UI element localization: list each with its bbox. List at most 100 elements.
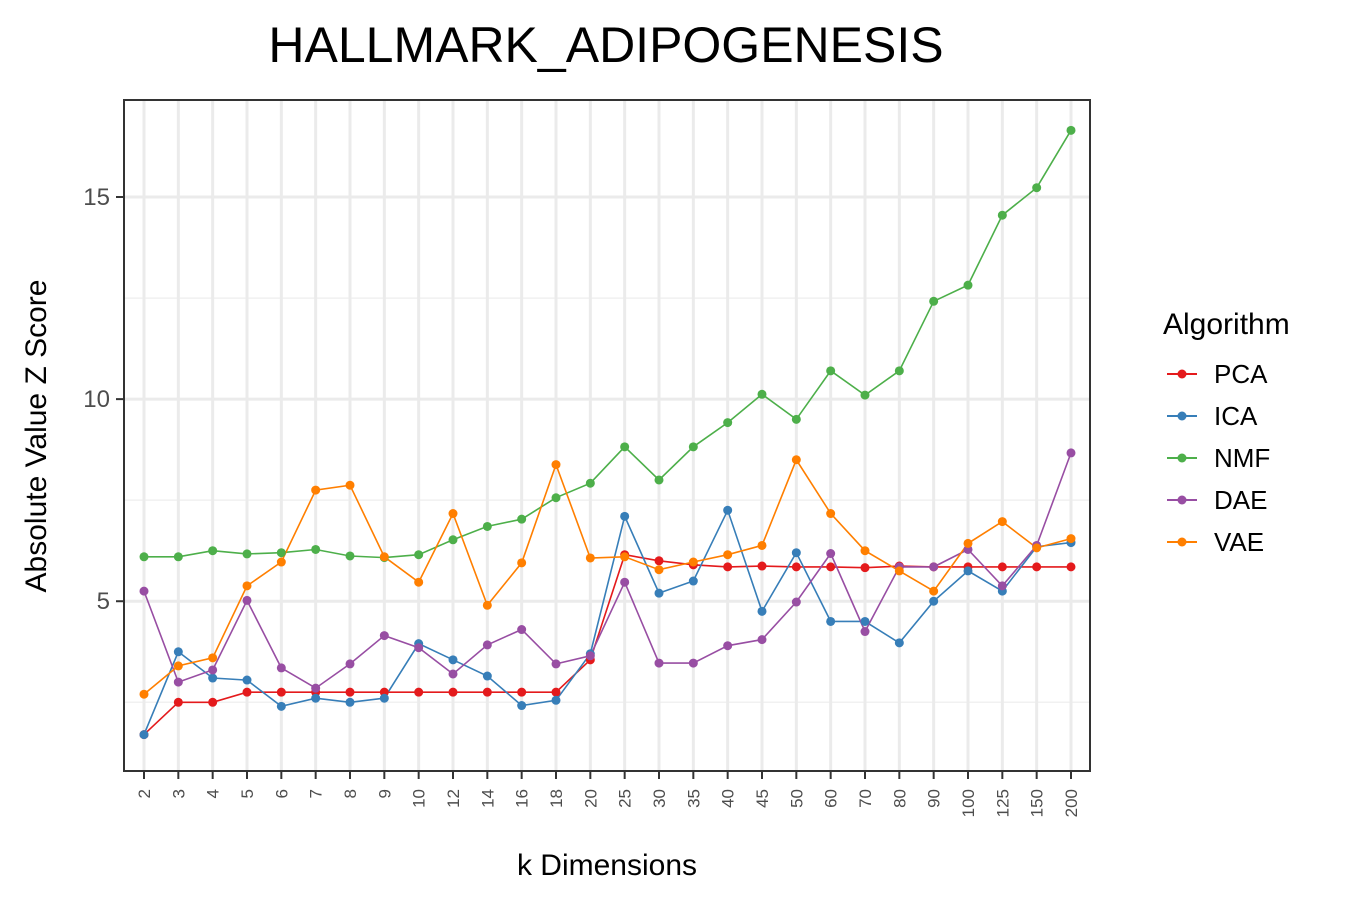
data-point-nmf bbox=[482, 521, 492, 531]
x-tick-label: 10 bbox=[410, 789, 429, 808]
data-point-vae bbox=[1032, 543, 1042, 553]
data-point-ica bbox=[551, 695, 561, 705]
data-point-dae bbox=[826, 549, 836, 559]
x-tick-label: 18 bbox=[547, 789, 566, 808]
data-point-nmf bbox=[311, 544, 321, 554]
data-point-nmf bbox=[585, 478, 595, 488]
data-point-dae bbox=[139, 586, 149, 596]
x-tick-label: 125 bbox=[993, 789, 1012, 817]
data-point-pca bbox=[242, 687, 252, 697]
data-point-dae bbox=[242, 595, 252, 605]
x-tick-label: 200 bbox=[1062, 789, 1081, 817]
data-point-nmf bbox=[826, 366, 836, 376]
data-point-pca bbox=[517, 687, 527, 697]
data-point-nmf bbox=[894, 366, 904, 376]
data-point-vae bbox=[894, 566, 904, 576]
x-tick-label: 16 bbox=[513, 789, 532, 808]
data-point-pca bbox=[826, 562, 836, 572]
data-point-ica bbox=[345, 697, 355, 707]
data-point-nmf bbox=[551, 493, 561, 503]
legend-label-pca: PCA bbox=[1214, 359, 1268, 389]
series-line-vae bbox=[143, 458, 1072, 695]
data-point-vae bbox=[585, 553, 595, 563]
x-tick-label: 45 bbox=[753, 789, 772, 808]
data-point-ica bbox=[173, 647, 183, 657]
data-point-dae bbox=[585, 651, 595, 661]
legend-label-nmf: NMF bbox=[1214, 443, 1270, 473]
y-axis-title: Absolute Value Z Score bbox=[20, 280, 53, 593]
data-point-dae bbox=[414, 643, 424, 653]
data-point-ica bbox=[208, 673, 218, 683]
data-point-vae bbox=[517, 558, 527, 568]
series-line-dae bbox=[143, 452, 1072, 690]
x-tick-label: 25 bbox=[616, 789, 635, 808]
data-point-vae bbox=[997, 517, 1007, 527]
data-point-ica bbox=[139, 730, 149, 740]
data-point-vae bbox=[208, 653, 218, 663]
chart-title: HALLMARK_ADIPOGENESIS bbox=[268, 17, 943, 73]
data-point-pca bbox=[551, 687, 561, 697]
data-point-ica bbox=[242, 675, 252, 685]
x-tick-label: 35 bbox=[684, 789, 703, 808]
data-point-ica bbox=[379, 693, 389, 703]
data-point-nmf bbox=[448, 535, 458, 545]
data-point-pca bbox=[208, 697, 218, 707]
legend-key-point bbox=[1177, 495, 1187, 505]
data-point-vae bbox=[173, 661, 183, 671]
data-point-nmf bbox=[139, 552, 149, 562]
data-point-dae bbox=[723, 641, 733, 651]
data-point-dae bbox=[208, 665, 218, 675]
data-point-vae bbox=[963, 538, 973, 548]
x-axis-title: k Dimensions bbox=[517, 849, 697, 882]
data-point-pca bbox=[173, 697, 183, 707]
x-tick-label: 5 bbox=[238, 789, 257, 798]
x-tick-label: 90 bbox=[925, 789, 944, 808]
data-point-pca bbox=[860, 563, 870, 573]
data-point-vae bbox=[757, 540, 767, 550]
x-tick-label: 8 bbox=[341, 789, 360, 798]
data-point-pca bbox=[1032, 562, 1042, 572]
data-point-vae bbox=[723, 550, 733, 560]
x-tick-label: 12 bbox=[444, 789, 463, 808]
data-point-nmf bbox=[929, 296, 939, 306]
data-point-nmf bbox=[276, 548, 286, 558]
data-point-ica bbox=[894, 638, 904, 648]
data-point-nmf bbox=[723, 418, 733, 428]
data-point-vae bbox=[242, 581, 252, 591]
x-tick-label: 100 bbox=[959, 789, 978, 817]
data-point-vae bbox=[311, 485, 321, 495]
data-point-vae bbox=[826, 509, 836, 519]
data-point-dae bbox=[448, 669, 458, 679]
data-point-dae bbox=[379, 631, 389, 641]
data-point-vae bbox=[139, 689, 149, 699]
x-tick-label: 3 bbox=[169, 789, 188, 798]
data-point-dae bbox=[929, 562, 939, 572]
data-point-dae bbox=[620, 577, 630, 587]
series-line-ica bbox=[143, 508, 1072, 735]
x-tick-label: 9 bbox=[375, 789, 394, 798]
x-tick-label: 20 bbox=[581, 789, 600, 808]
x-tick-label: 30 bbox=[650, 789, 669, 808]
data-point-ica bbox=[757, 606, 767, 616]
data-point-pca bbox=[654, 556, 664, 566]
data-point-vae bbox=[1066, 534, 1076, 544]
legend-key-point bbox=[1177, 411, 1187, 421]
data-point-nmf bbox=[242, 549, 252, 559]
x-tick-label: 14 bbox=[478, 789, 497, 808]
x-tick-label: 150 bbox=[1028, 789, 1047, 817]
legend-key-point bbox=[1177, 453, 1187, 463]
data-point-vae bbox=[276, 557, 286, 567]
data-point-pca bbox=[482, 687, 492, 697]
data-point-nmf bbox=[414, 550, 424, 560]
plot-border bbox=[123, 99, 1091, 772]
x-tick-label: 70 bbox=[856, 789, 875, 808]
x-tick-label: 2 bbox=[135, 789, 154, 798]
data-point-ica bbox=[654, 588, 664, 598]
data-point-pca bbox=[757, 561, 767, 571]
legend: Algorithm PCA ICA NMF DAE VAE bbox=[1163, 308, 1290, 557]
data-point-pca bbox=[723, 562, 733, 572]
x-tick-label: 7 bbox=[307, 789, 326, 798]
data-point-nmf bbox=[345, 551, 355, 561]
